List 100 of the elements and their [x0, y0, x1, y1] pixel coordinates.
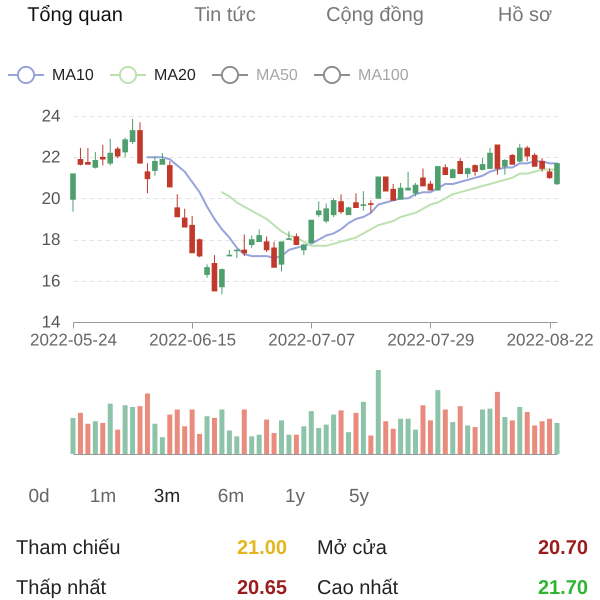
candlestick [114, 146, 120, 159]
candlestick [457, 158, 463, 174]
candlestick [382, 176, 389, 192]
bar [272, 433, 277, 454]
text: Tin tức [194, 4, 256, 26]
text: Mở cửa [317, 537, 388, 559]
bar [226, 430, 232, 454]
candlestick [450, 168, 456, 178]
candlestick [442, 164, 448, 176]
candlestick [219, 268, 225, 295]
text: Cộng đồng [326, 4, 424, 26]
text: 20.65 [236, 577, 287, 599]
x-tick-label: 2022-08-22 [506, 330, 594, 350]
bar [428, 420, 433, 454]
candlestick [107, 138, 114, 166]
bar [435, 390, 440, 454]
bar [190, 409, 195, 454]
candlestick [502, 158, 508, 176]
candlestick [532, 152, 538, 167]
candlestick [316, 200, 322, 218]
bar [480, 409, 486, 454]
candlestick [516, 143, 523, 163]
candlestick [546, 168, 552, 180]
text: 1y [284, 486, 306, 507]
bar [554, 422, 560, 454]
y-tick-label: 14 [42, 312, 60, 332]
bar [383, 421, 388, 454]
y-tick-label: 20 [42, 188, 60, 208]
candlestick [301, 243, 307, 256]
candlestick [554, 162, 560, 186]
y-tick-label: 18 [42, 230, 60, 250]
legend-label: MA20 [154, 67, 196, 84]
bar [502, 417, 508, 454]
candlestick [524, 145, 530, 162]
bar [510, 420, 515, 454]
candlestick [360, 190, 366, 212]
y-tick-label: 22 [42, 148, 60, 167]
bar [360, 402, 366, 454]
candlestick [308, 220, 314, 243]
candlestick [182, 208, 188, 228]
bar [316, 428, 322, 454]
bar [442, 409, 448, 454]
bar [294, 434, 299, 454]
candlestick [539, 158, 545, 172]
bar [152, 424, 158, 454]
candlestick [204, 264, 210, 278]
bar [524, 412, 530, 454]
bar [368, 436, 374, 454]
bar [487, 408, 492, 454]
bar [92, 421, 98, 454]
text: 5y [348, 486, 370, 507]
candlestick [196, 238, 202, 258]
text: Tổng quan [27, 4, 123, 26]
candlestick [368, 200, 374, 214]
bar [204, 416, 210, 454]
bar [286, 434, 292, 454]
bar [301, 426, 306, 454]
candlestick [510, 154, 516, 165]
bar [413, 430, 418, 454]
candlestick [294, 232, 300, 246]
text: 20.70 [538, 537, 588, 559]
bar [160, 437, 165, 454]
text: Tham chiếu [16, 537, 120, 559]
candlestick [390, 183, 396, 201]
candlestick [494, 144, 500, 176]
bar [458, 406, 463, 454]
legend-label: MA50 [256, 67, 298, 84]
candlestick [398, 182, 404, 200]
bar [420, 405, 426, 454]
text: Hồ sơ [498, 4, 552, 26]
y-tick-label: 24 [42, 106, 60, 126]
bar [517, 406, 522, 454]
bar [264, 420, 270, 454]
candlestick [241, 234, 248, 257]
bar [278, 420, 284, 454]
bar [324, 424, 329, 454]
bar [78, 412, 83, 454]
candlestick [152, 156, 158, 176]
bar [494, 392, 500, 454]
candlestick [338, 194, 344, 214]
x-tick-label: 2022-05-24 [30, 330, 117, 350]
candlestick [464, 167, 470, 178]
y-tick-label: 16 [42, 271, 60, 290]
candlestick [323, 203, 329, 224]
candlestick [330, 198, 336, 218]
bar [376, 370, 381, 454]
candlestick [160, 152, 166, 165]
bar [308, 411, 314, 454]
bar [398, 418, 404, 454]
bar [465, 425, 470, 454]
bar [144, 394, 150, 454]
bar [167, 414, 172, 454]
legend-label: MA100 [358, 67, 409, 84]
text: Thấp nhất [16, 577, 107, 599]
candlestick [256, 228, 262, 242]
x-tick-label: 2022-07-07 [268, 330, 356, 350]
bar [390, 428, 396, 454]
legend-label: MA10 [52, 67, 94, 84]
bar [197, 434, 202, 454]
x-tick-label: 2022-07-29 [387, 330, 474, 350]
